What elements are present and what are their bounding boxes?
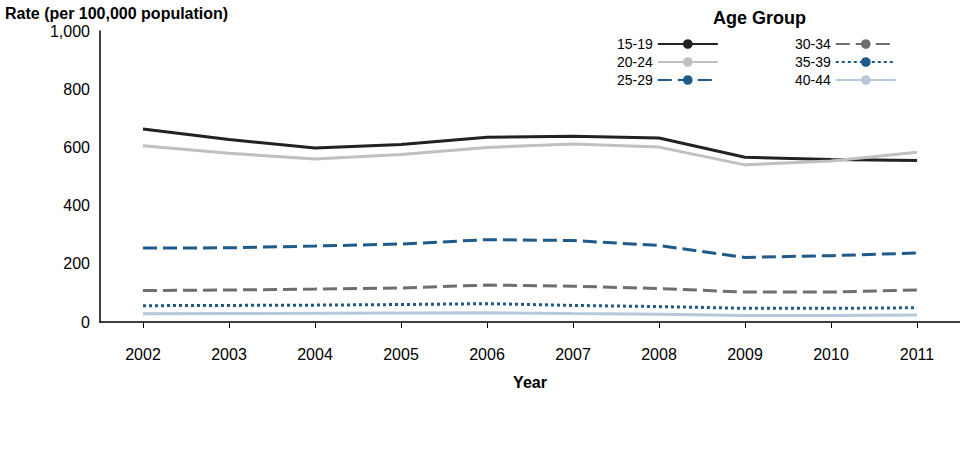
svg-text:2008: 2008 xyxy=(641,346,677,363)
svg-text:800: 800 xyxy=(63,81,90,98)
svg-text:40-44: 40-44 xyxy=(795,72,831,88)
svg-text:2007: 2007 xyxy=(555,346,591,363)
svg-text:2006: 2006 xyxy=(469,346,505,363)
svg-text:30-34: 30-34 xyxy=(795,36,831,52)
svg-text:Rate (per 100,000 population): Rate (per 100,000 population) xyxy=(5,5,228,22)
svg-text:Age Group: Age Group xyxy=(713,8,806,28)
svg-text:2009: 2009 xyxy=(727,346,763,363)
svg-text:2003: 2003 xyxy=(211,346,247,363)
svg-text:Year: Year xyxy=(513,374,547,391)
svg-text:2004: 2004 xyxy=(297,346,333,363)
svg-text:15-19: 15-19 xyxy=(617,36,653,52)
svg-text:600: 600 xyxy=(63,139,90,156)
svg-text:2011: 2011 xyxy=(900,346,935,363)
svg-text:400: 400 xyxy=(63,197,90,214)
svg-text:20-24: 20-24 xyxy=(617,54,653,70)
svg-text:2010: 2010 xyxy=(813,346,849,363)
svg-text:2002: 2002 xyxy=(125,346,161,363)
svg-text:2005: 2005 xyxy=(383,346,419,363)
svg-text:25-29: 25-29 xyxy=(617,72,653,88)
svg-text:1,000: 1,000 xyxy=(50,23,90,40)
svg-text:35-39: 35-39 xyxy=(795,54,831,70)
svg-text:200: 200 xyxy=(63,255,90,272)
svg-text:0: 0 xyxy=(81,314,90,331)
